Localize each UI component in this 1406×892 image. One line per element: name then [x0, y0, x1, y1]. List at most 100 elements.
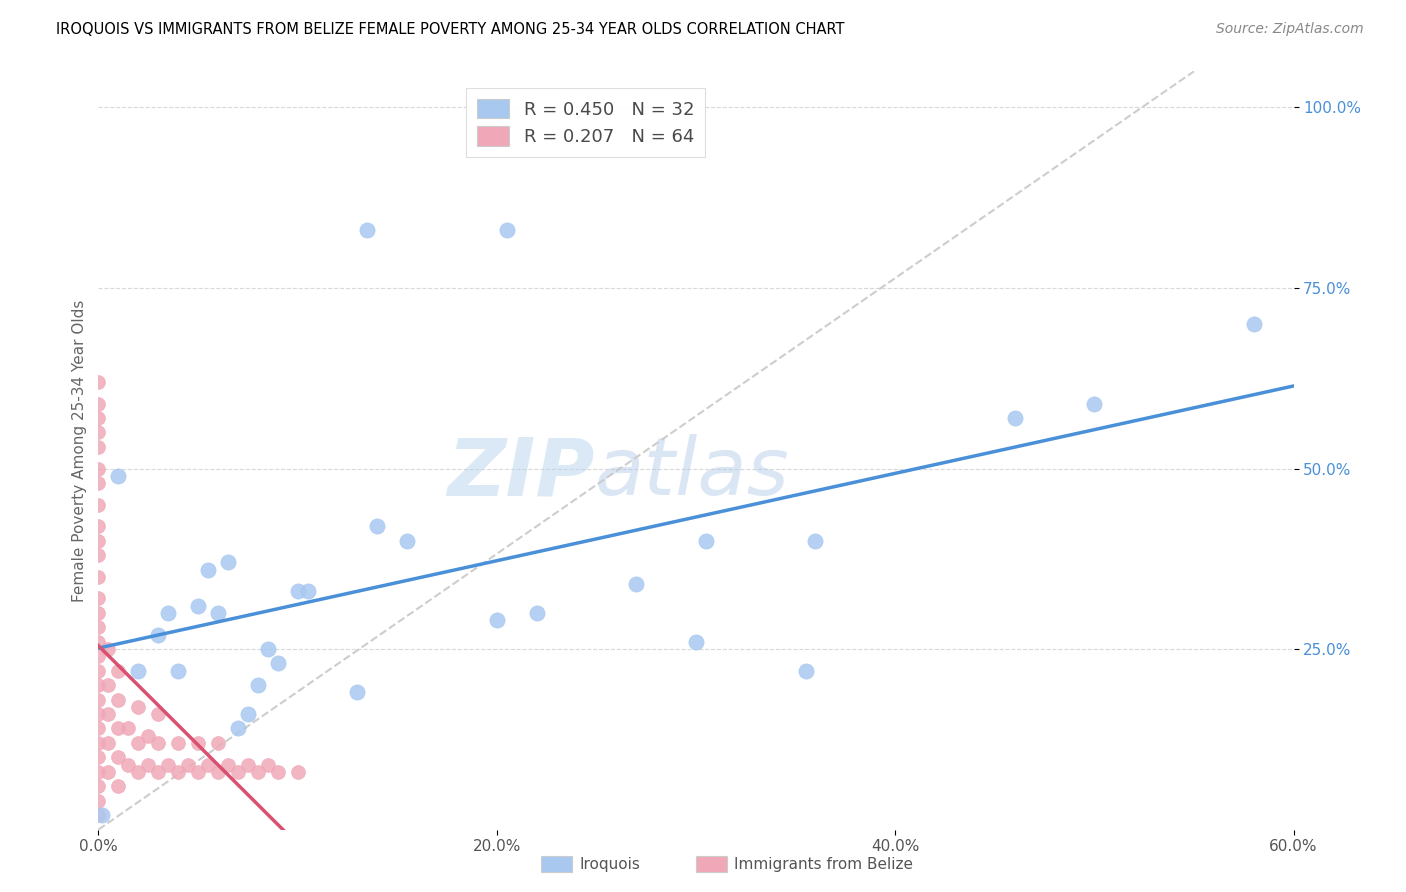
Point — [97, 736, 120, 750]
Point — [217, 555, 239, 569]
Point — [87, 375, 110, 389]
Point — [87, 411, 110, 425]
Point — [87, 750, 110, 764]
Point — [87, 706, 110, 721]
Point — [87, 606, 110, 620]
Point — [485, 613, 508, 627]
Point — [87, 475, 110, 490]
Legend: R = 0.450   N = 32, R = 0.207   N = 64: R = 0.450 N = 32, R = 0.207 N = 64 — [465, 88, 704, 157]
Point — [267, 764, 290, 779]
Point — [495, 223, 517, 237]
Point — [167, 764, 190, 779]
Point — [87, 440, 110, 454]
Point — [1243, 317, 1265, 331]
Point — [127, 699, 149, 714]
Point — [287, 584, 309, 599]
Point — [87, 570, 110, 584]
Point — [267, 657, 290, 671]
Point — [87, 764, 110, 779]
Point — [794, 664, 817, 678]
Text: Immigrants from Belize: Immigrants from Belize — [734, 857, 912, 871]
Point — [396, 533, 419, 548]
Point — [91, 808, 114, 822]
Point — [346, 685, 368, 699]
Point — [197, 757, 219, 772]
Point — [136, 757, 159, 772]
Point — [804, 533, 827, 548]
Point — [107, 468, 129, 483]
Point — [246, 764, 269, 779]
Point — [97, 764, 120, 779]
Point — [626, 577, 648, 591]
Point — [87, 794, 110, 808]
Point — [1004, 411, 1026, 425]
Point — [87, 425, 110, 440]
Point — [87, 692, 110, 706]
Point — [97, 706, 120, 721]
Point — [127, 664, 149, 678]
Point — [157, 606, 180, 620]
Text: atlas: atlas — [595, 434, 789, 512]
Point — [226, 722, 249, 736]
Point — [207, 606, 229, 620]
Point — [87, 548, 110, 562]
Point — [107, 750, 129, 764]
Point — [207, 764, 229, 779]
Point — [187, 736, 209, 750]
Point — [157, 757, 180, 772]
Point — [97, 678, 120, 692]
Point — [217, 757, 239, 772]
Point — [127, 736, 149, 750]
Point — [136, 729, 159, 743]
Point — [197, 563, 219, 577]
Point — [236, 757, 259, 772]
Point — [167, 664, 190, 678]
Point — [167, 736, 190, 750]
Point — [236, 706, 259, 721]
Point — [87, 678, 110, 692]
Text: Source: ZipAtlas.com: Source: ZipAtlas.com — [1216, 22, 1364, 37]
Point — [226, 764, 249, 779]
Point — [148, 706, 170, 721]
Point — [87, 396, 110, 410]
Point — [107, 779, 129, 793]
Point — [187, 764, 209, 779]
Point — [87, 736, 110, 750]
Y-axis label: Female Poverty Among 25-34 Year Olds: Female Poverty Among 25-34 Year Olds — [72, 300, 87, 601]
Point — [117, 757, 139, 772]
Point — [87, 722, 110, 736]
Point — [287, 764, 309, 779]
Point — [107, 692, 129, 706]
Point — [117, 722, 139, 736]
Point — [148, 627, 170, 641]
Text: ZIP: ZIP — [447, 434, 595, 512]
Point — [297, 584, 319, 599]
Point — [87, 533, 110, 548]
Text: IROQUOIS VS IMMIGRANTS FROM BELIZE FEMALE POVERTY AMONG 25-34 YEAR OLDS CORRELAT: IROQUOIS VS IMMIGRANTS FROM BELIZE FEMAL… — [56, 22, 845, 37]
Point — [356, 223, 378, 237]
Point — [695, 533, 717, 548]
Point — [87, 498, 110, 512]
Text: Iroquois: Iroquois — [579, 857, 640, 871]
Point — [685, 635, 707, 649]
Point — [127, 764, 149, 779]
Point — [87, 649, 110, 664]
Point — [207, 736, 229, 750]
Point — [87, 635, 110, 649]
Point — [148, 764, 170, 779]
Point — [366, 519, 388, 533]
Point — [87, 620, 110, 634]
Point — [246, 678, 269, 692]
Point — [107, 722, 129, 736]
Point — [87, 591, 110, 606]
Point — [148, 736, 170, 750]
Point — [87, 808, 110, 822]
Point — [187, 599, 209, 613]
Point — [526, 606, 548, 620]
Point — [87, 519, 110, 533]
Point — [87, 779, 110, 793]
Point — [87, 461, 110, 475]
Point — [256, 757, 278, 772]
Point — [87, 664, 110, 678]
Point — [177, 757, 200, 772]
